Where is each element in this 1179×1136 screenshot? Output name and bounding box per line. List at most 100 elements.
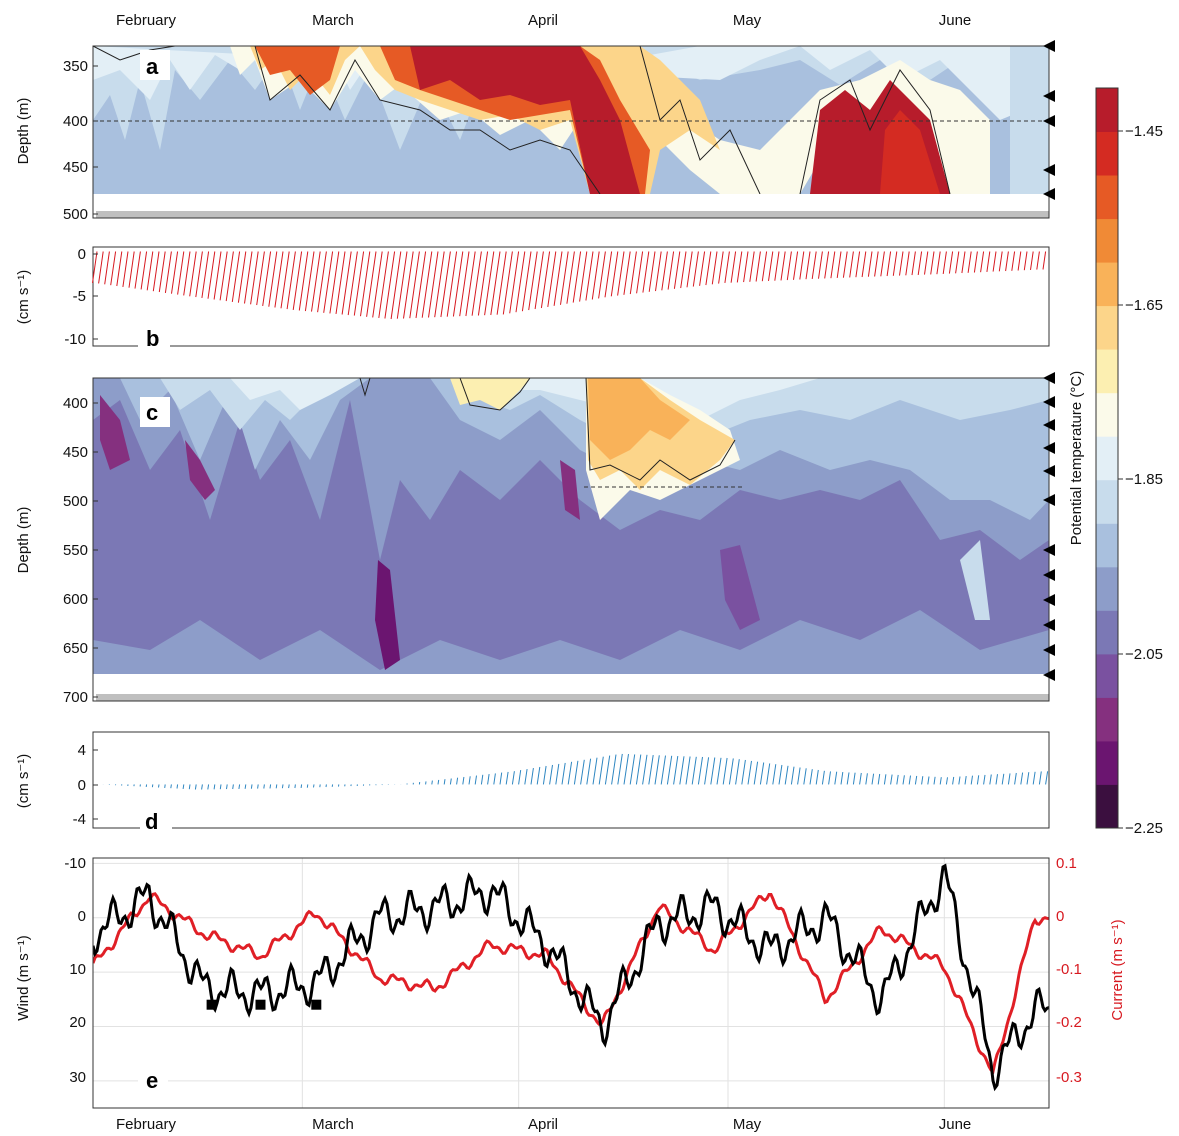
- panel-b-arrow-28: [262, 251, 272, 306]
- panel-d-arrow-33: [300, 784, 303, 788]
- panel-d-arrow-16: [194, 784, 197, 790]
- panel-b-arrow-147: [1005, 251, 1009, 272]
- panel-b-arrow-120: [836, 251, 842, 278]
- panel-b-label-box: [138, 322, 170, 348]
- panel-b-arrow-100: [711, 251, 718, 285]
- panel-b-arrow-34: [298, 251, 309, 311]
- panel-b-arrow-137: [942, 251, 947, 274]
- panel-b-yticks: 0 -5 -10: [64, 246, 98, 348]
- panel-b-quiver: [92, 251, 1047, 320]
- panel-a-marker-3: [1043, 115, 1055, 127]
- panel-b-arrow-101: [718, 251, 724, 284]
- panel-d-arrow-86: [629, 754, 636, 785]
- panel-d-arrow-79: [586, 758, 592, 785]
- panel-d-arrow-153: [1045, 771, 1049, 785]
- panel-e-ylabel-left: Wind (m s⁻¹): [15, 935, 32, 1020]
- panel-b-arrow-152: [1036, 251, 1040, 270]
- panel-e-rtick-0.1: 0.1: [1056, 855, 1077, 872]
- panel-b-arrow-83: [604, 251, 613, 298]
- panel-c-marker-5: [1043, 465, 1055, 477]
- panel-b-arrow-11: [158, 251, 166, 293]
- panel-a-marker-5: [1043, 188, 1055, 200]
- panel-b-arrow-66: [496, 251, 507, 315]
- panel-b-arrow-107: [755, 251, 761, 282]
- panel-d-arrow-55: [437, 779, 440, 785]
- panel-d-arrow-114: [803, 768, 807, 785]
- panel-b-arrow-18: [201, 251, 210, 298]
- colorbar-tick-2: −1.65: [1125, 297, 1163, 314]
- colorbar-block-14: [1096, 175, 1118, 220]
- panel-d-arrow-108: [766, 763, 771, 785]
- panel-b-arrow-123: [855, 251, 861, 278]
- panel-a-darkred-core: [410, 46, 640, 194]
- colorbar-tick-1: −1.45: [1125, 123, 1163, 140]
- panel-b-arrow-31: [280, 251, 290, 309]
- panel-d-arrow-88: [642, 754, 648, 785]
- panel-b-arrow-21: [219, 251, 228, 301]
- panel-b-arrow-25: [244, 251, 253, 304]
- panel-b-arrow-75: [553, 251, 563, 306]
- panel-b-arrow-131: [905, 251, 910, 276]
- panel-b-arrow-111: [780, 251, 786, 281]
- month-label-top-march: March: [312, 12, 354, 29]
- panel-b-arrow-68: [509, 251, 520, 314]
- panel-b-arrow-142: [973, 251, 978, 273]
- panel-b-arrow-108: [761, 251, 768, 282]
- panel-b-arrow-10: [152, 251, 160, 292]
- panel-b-arrow-41: [341, 251, 352, 315]
- panel-c-yticks: 400 450 500 550 600 650 700: [63, 395, 98, 706]
- panel-c-purple-spot-4: [560, 460, 580, 520]
- panel-b-arrow-103: [730, 251, 737, 283]
- panel-c-marker-6: [1043, 494, 1055, 506]
- panel-d-arrow-31: [288, 784, 290, 789]
- panel-c-frame: [92, 377, 1050, 702]
- bottom-month-labels: February March April May June: [116, 1116, 971, 1133]
- panel-e-frame: [92, 857, 1050, 1109]
- panel-b-arrow-77: [566, 251, 575, 304]
- panel-d-arrow-117: [821, 770, 825, 785]
- panel-d-arrow-118: [828, 771, 831, 785]
- panel-b-arrow-98: [699, 251, 706, 286]
- panel-a-label-box: [140, 50, 170, 80]
- panel-b-arrow-117: [818, 251, 823, 279]
- panel-b-arrow-113: [793, 251, 799, 280]
- panel-b-arrow-50: [396, 251, 408, 319]
- panel-d-quiver: [102, 753, 1049, 790]
- panel-c-april-yellow: [450, 378, 530, 410]
- panel-b-arrow-48: [384, 251, 396, 319]
- panel-d-arrow-106: [753, 761, 759, 785]
- panel-e-marker-1: [255, 999, 266, 1010]
- panel-b-arrow-105: [743, 251, 749, 283]
- panel-b-arrow-122: [849, 251, 854, 278]
- panel-b-arrow-74: [547, 251, 557, 307]
- panel-c-ytick-400: 400: [63, 395, 88, 412]
- panel-b-arrow-42: [347, 251, 358, 316]
- colorbar-block-12: [1096, 262, 1118, 307]
- panel-b-ytick-0: 0: [78, 246, 86, 263]
- panel-d-arrow-75: [561, 762, 566, 785]
- panel-b-arrow-135: [930, 251, 935, 275]
- panel-c-purple-spot-5: [720, 545, 760, 630]
- panel-d-arrow-77: [573, 760, 579, 785]
- panel-b-arrow-52: [409, 251, 420, 319]
- colorbar-tick-5: −2.25: [1125, 820, 1163, 837]
- panel-b-arrow-54: [421, 251, 433, 318]
- panel-b-arrow-46: [372, 251, 383, 318]
- panel-d-arrow-135: [933, 776, 936, 785]
- panel-d-arrow-134: [927, 776, 930, 785]
- panel-d-arrow-107: [759, 762, 765, 785]
- panel-b-arrow-149: [1017, 251, 1022, 271]
- panel-d-arrow-65: [499, 772, 503, 785]
- panel-b-arrow-114: [799, 251, 805, 280]
- panel-b-arrow-94: [673, 251, 681, 289]
- panel-c-ytick-700: 700: [63, 689, 88, 706]
- panel-b-arrow-92: [661, 251, 668, 291]
- colorbar-block-10: [1096, 349, 1118, 394]
- panel-d-arrow-141: [970, 775, 973, 785]
- colorbar-block-8: [1096, 436, 1118, 481]
- panel-b-arrow-102: [724, 251, 730, 283]
- panel-b-arrow-58: [446, 251, 458, 317]
- panel-d-arrow-63: [487, 774, 490, 785]
- panel-d-arrow-96: [691, 756, 697, 785]
- panel-d-arrow-127: [883, 774, 887, 785]
